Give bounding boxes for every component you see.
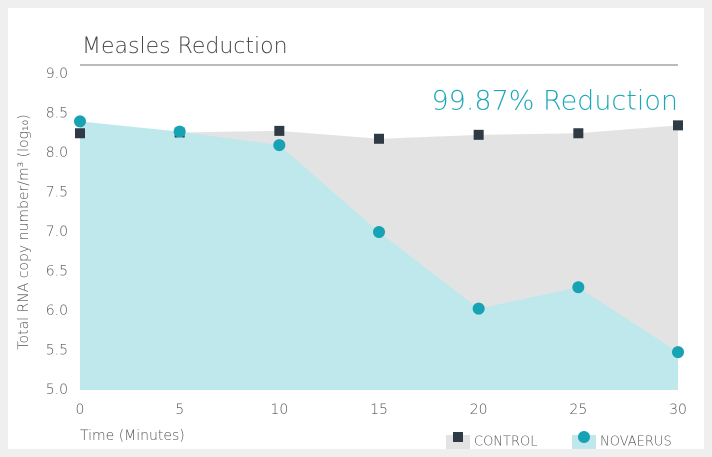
legend-marker (453, 432, 463, 442)
marker (373, 226, 385, 238)
x-tick-label: 5 (175, 402, 184, 418)
legend-label: NOVAERUS (600, 435, 672, 450)
marker (75, 128, 85, 139)
annotation: 99.87% Reduction (431, 86, 678, 117)
marker (672, 346, 684, 359)
area (80, 121, 678, 391)
marker (273, 139, 286, 152)
y-tick-label: 5.5 (46, 343, 68, 359)
x-tick-label: 15 (370, 402, 388, 418)
y-tick-label: 8.0 (46, 145, 68, 161)
y-tick-label: 5.0 (46, 382, 68, 398)
marker (572, 281, 585, 294)
marker (173, 125, 186, 138)
marker (673, 120, 683, 131)
legend-marker (578, 431, 590, 443)
y-tick-label: 7.0 (46, 224, 68, 240)
legend-label: CONTROL (474, 435, 537, 450)
marker (573, 128, 584, 139)
x-tick-label: 30 (669, 402, 687, 418)
marker (274, 125, 285, 136)
marker (472, 302, 485, 315)
y-tick-label: 6.0 (46, 303, 68, 319)
chart-title: Measles Reduction (82, 34, 288, 59)
y-tick-label: 8.5 (46, 106, 68, 122)
y-tick-label: 6.5 (46, 264, 68, 280)
x-tick-label: 0 (76, 402, 85, 418)
y-tick-label: 7.5 (46, 185, 68, 201)
marker (74, 115, 86, 128)
x-tick-label: 10 (270, 402, 288, 418)
x-axis-label: Time (Minutes) (80, 428, 185, 444)
marker (473, 129, 484, 140)
y-axis-label: Total RNA copy number/m³ (log₁₀) (16, 114, 32, 349)
marker (374, 133, 384, 144)
plot (74, 115, 684, 391)
y-tick-label: 9.0 (46, 66, 68, 82)
x-tick-label: 20 (470, 402, 488, 418)
x-tick-label: 25 (569, 402, 587, 418)
